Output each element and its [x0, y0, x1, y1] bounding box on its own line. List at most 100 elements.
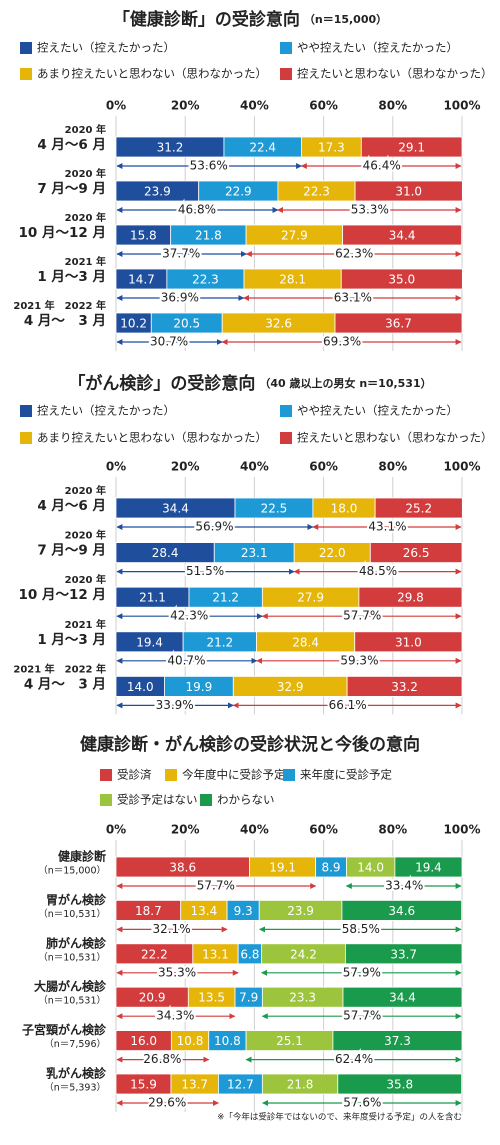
value-label: 25.1 [276, 1034, 303, 1048]
x-tick-label: 100% [443, 460, 480, 474]
value-label: 23.1 [241, 546, 268, 560]
category-name: 肺がん検診 [46, 935, 107, 950]
chart-title: 「健康診断」の受診意向 （n＝15,000） [113, 9, 387, 30]
value-label: 35.0 [388, 273, 415, 287]
value-label: 27.9 [281, 229, 308, 243]
category-period: 4 月〜 3 月 [24, 313, 106, 329]
category-year: 2020 年 [65, 211, 106, 224]
bar-segment [346, 676, 463, 697]
legend-swatch [20, 432, 32, 444]
left-total-label: 32.1% [152, 922, 190, 936]
value-label: 21.1 [139, 591, 166, 605]
right-total-label: 57.6% [343, 1096, 381, 1110]
category-year: 2021 年 [65, 255, 106, 268]
bar-segment [340, 268, 463, 290]
bar-segment [337, 1073, 463, 1095]
value-label: 29.1 [398, 141, 425, 155]
value-label: 9.3 [234, 904, 253, 918]
category-period: 4 月〜 3 月 [24, 676, 106, 692]
legend-swatch [200, 794, 212, 806]
value-label: 34.4 [389, 229, 416, 243]
value-label: 10.8 [214, 1034, 241, 1048]
value-label: 6.8 [240, 947, 259, 961]
x-tick-label: 60% [309, 99, 338, 113]
bar-segment [342, 986, 463, 1008]
category-year: 2021 年 2022 年 [13, 662, 106, 675]
value-label: 15.9 [130, 1078, 157, 1092]
right-total-label: 69.3% [323, 335, 361, 349]
x-tick-label: 80% [378, 823, 407, 837]
value-label: 12.7 [227, 1078, 254, 1092]
right-total-label: 62.3% [335, 247, 373, 261]
x-tick-label: 20% [171, 99, 200, 113]
value-label: 21.2 [212, 591, 239, 605]
value-label: 19.4 [415, 861, 442, 875]
x-tick-label: 60% [309, 460, 338, 474]
legend-label: やや控えたい（控えたかった） [297, 41, 458, 55]
title-text: 健康診断・がん検診の受診状況と今後の意向 [80, 734, 420, 755]
left-total-label: 40.7% [167, 653, 205, 667]
value-label: 14.0 [357, 861, 384, 875]
left-total-label: 46.8% [178, 203, 216, 217]
value-label: 22.5 [261, 502, 288, 516]
category-name: 大腸がん検診 [34, 979, 107, 994]
value-label: 22.9 [225, 185, 252, 199]
value-label: 28.1 [279, 273, 306, 287]
x-tick-label: 40% [240, 99, 269, 113]
value-label: 34.4 [389, 991, 416, 1005]
value-label: 31.0 [395, 635, 422, 649]
legend-swatch [100, 794, 112, 806]
category-period: 1 月〜3 月 [37, 269, 106, 285]
value-label: 33.2 [391, 680, 418, 694]
value-label: 19.1 [269, 861, 296, 875]
value-label: 32.9 [277, 680, 304, 694]
left-total-label: 36.9% [161, 291, 199, 305]
right-total-label: 57.7% [343, 609, 381, 623]
legend-label: 控えたい（控えたかった） [37, 41, 175, 55]
legend-swatch [165, 769, 177, 781]
category-period: 1 月〜3 月 [37, 632, 106, 648]
value-label: 13.4 [191, 904, 218, 918]
legend-label: 控えたいと思わない（思わなかった） [297, 431, 493, 445]
value-label: 15.8 [130, 229, 157, 243]
bar-segment [360, 136, 463, 158]
value-label: 27.9 [297, 591, 324, 605]
right-total-label: 62.4% [335, 1052, 373, 1066]
value-label: 38.6 [169, 861, 196, 875]
category-n: （n＝10,531） [38, 908, 106, 920]
value-label: 22.4 [249, 141, 276, 155]
right-total-label: 57.9% [343, 965, 381, 979]
value-label: 18.0 [331, 502, 358, 516]
bar-segment [354, 180, 463, 202]
value-label: 33.7 [390, 947, 417, 961]
category-year: 2021 年 2022 年 [13, 299, 106, 312]
category-name: 胃がん検診 [46, 892, 107, 907]
right-total-label: 59.3% [340, 653, 378, 667]
value-label: 19.9 [186, 680, 213, 694]
value-label: 21.8 [195, 229, 222, 243]
category-n: （n＝5,393） [44, 1082, 106, 1094]
value-label: 23.9 [287, 904, 314, 918]
value-label: 28.4 [152, 546, 179, 560]
left-total-label: 34.3% [156, 1009, 194, 1023]
legend-swatch [280, 42, 292, 54]
value-label: 28.4 [292, 635, 319, 649]
category-n: （n＝10,531） [38, 995, 106, 1007]
chart-title: 健康診断・がん検診の受診状況と今後の意向 [80, 734, 420, 755]
legend-label: 控えたい（控えたかった） [37, 404, 175, 418]
value-label: 22.2 [141, 947, 168, 961]
bar-segment [374, 497, 463, 519]
legend-swatch [280, 405, 292, 417]
left-total-label: 57.7% [197, 879, 235, 893]
value-label: 21.2 [206, 635, 233, 649]
value-label: 19.4 [136, 635, 163, 649]
legend-swatch [20, 42, 32, 54]
value-label: 23.3 [289, 991, 316, 1005]
category-n: （n＝15,000） [38, 865, 106, 877]
left-total-label: 53.6% [190, 159, 228, 173]
footnote: ※「今年は受診年ではないので、来年度受ける予定」の人を含む [217, 1112, 462, 1123]
left-total-label: 29.6% [148, 1096, 186, 1110]
left-total-label: 51.5% [186, 564, 224, 578]
right-total-label: 57.7% [343, 1009, 381, 1023]
